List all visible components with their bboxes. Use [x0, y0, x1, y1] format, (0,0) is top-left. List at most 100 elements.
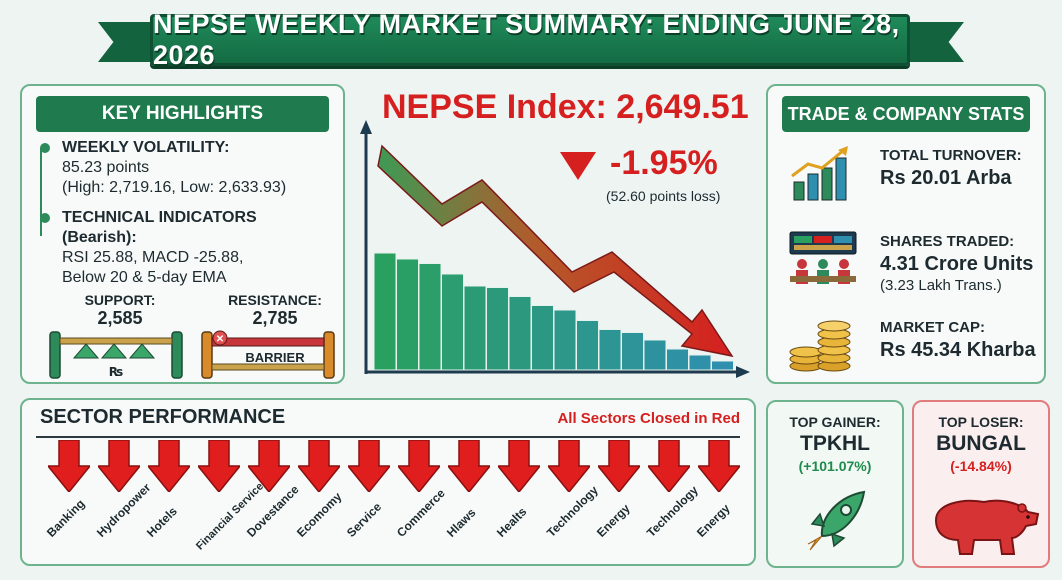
x-axis-arrowhead [736, 366, 750, 378]
shares-sub: (3.23 Lakh Trans.) [880, 277, 1002, 294]
down-arrow-icon [398, 440, 440, 492]
turnover-label: TOTAL TURNOVER: [880, 147, 1022, 164]
bear-icon [934, 499, 1040, 555]
key-highlights-heading: KEY HIGHLIGHTS [36, 96, 329, 132]
svg-text:✕: ✕ [216, 334, 224, 345]
change-percent: -1.95% [610, 144, 718, 182]
index-bar [643, 339, 667, 371]
down-arrow-icon [148, 440, 190, 492]
top-gainer-name: TPKHL [800, 432, 870, 455]
top-gainer-pct: (+101.07%) [798, 458, 872, 474]
sector-item: Technology [544, 440, 601, 564]
down-arrow-icon [48, 440, 90, 492]
resistance-barrier-icon: ✕ [201, 330, 335, 379]
sector-item: Dovestance [244, 440, 302, 564]
sector-item: Banking [44, 440, 94, 564]
volatility-item: WEEKLY VOLATILITY: 85.23 points (High: 2… [40, 138, 333, 198]
top-gainer-card: TOP GAINER: TPKHL (+101.07%) [766, 400, 904, 568]
technical-label: TECHNICAL INDICATORS (Bearish): [62, 209, 257, 246]
sector-item: Financial Services [194, 440, 270, 564]
y-axis-arrowhead [360, 120, 372, 134]
bar-growth-icon [791, 146, 848, 201]
index-bar [553, 309, 577, 371]
turnover-row: TOTAL TURNOVER: Rs 20.01 Arba [780, 140, 1036, 212]
market-cap-row: MARKET CAP: Rs 45.34 Kharba [780, 312, 1036, 384]
index-chart-area: NEPSE Index: 2,649.51 -1.95% (52.60 poin… [352, 84, 760, 384]
top-loser-card: TOP LOSER: BUNGAL (-14.84%) [912, 400, 1050, 568]
down-arrow-icon [598, 440, 640, 492]
index-bar [508, 296, 532, 371]
index-bar [463, 285, 487, 371]
down-arrow-icon [648, 440, 690, 492]
down-arrow-icon [448, 440, 490, 492]
volatility-value: 85.23 points [62, 159, 150, 176]
shares-label: SHARES TRADED: [880, 233, 1015, 250]
sector-item: Commerce [394, 440, 448, 564]
down-arrow-icon [548, 440, 590, 492]
change-points: (52.60 points loss) [606, 188, 721, 204]
index-bar [373, 252, 397, 371]
sector-heading-rule [36, 436, 740, 438]
timeline-line [40, 148, 42, 236]
sector-item: Service [344, 440, 394, 564]
sector-performance-panel: SECTOR PERFORMANCE All Sectors Closed in… [20, 398, 756, 566]
sector-heading: SECTOR PERFORMANCE [40, 406, 286, 428]
support-glyph: ₨ [109, 365, 123, 379]
index-bar [711, 360, 734, 371]
volatility-label: WEEKLY VOLATILITY: [62, 139, 230, 156]
trade-stats-panel: TRADE & COMPANY STATS TOTAL TURNOVER: Rs… [766, 84, 1046, 384]
index-bar [441, 273, 464, 371]
down-arrow-icon [348, 440, 390, 492]
down-arrow-icon [98, 440, 140, 492]
key-highlights-panel: KEY HIGHLIGHTS WEEKLY VOLATILITY: 85.23 … [20, 84, 345, 384]
technical-line-1: RSI 25.88, MACD -25.88, [62, 249, 244, 266]
sector-item: Energy [594, 440, 644, 564]
resistance-label: RESISTANCE: [228, 292, 322, 308]
sector-item: Hlaws [444, 440, 494, 564]
index-chart [360, 120, 750, 378]
top-loser-label: TOP LOSER: [938, 414, 1024, 430]
sector-note: All Sectors Closed in Red [557, 410, 740, 427]
index-bar [666, 348, 689, 371]
sector-item: Hotels [144, 440, 194, 564]
index-bar [621, 332, 644, 371]
index-bar [418, 263, 442, 371]
turnover-value: Rs 20.01 Arba [880, 167, 1012, 189]
volatility-range: (High: 2,719.16, Low: 2,633.93) [62, 179, 287, 196]
index-bar [486, 287, 509, 371]
index-bar [396, 258, 419, 371]
down-triangle-icon [560, 152, 596, 180]
rocket-icon [807, 490, 866, 551]
shares-value: 4.31 Crore Units [880, 253, 1034, 275]
sector-item: Energy [694, 440, 744, 564]
top-loser-name: BUNGAL [936, 432, 1026, 455]
sector-item: Healts [494, 440, 544, 564]
support-label: SUPPORT: [84, 292, 156, 308]
index-bar [531, 305, 554, 371]
down-arrow-icon [298, 440, 340, 492]
market-cap-label: MARKET CAP: [880, 319, 985, 336]
page-title: NEPSE WEEKLY MARKET SUMMARY: ENDING JUNE… [153, 9, 900, 70]
index-bar [598, 329, 622, 371]
top-gainer-label: TOP GAINER: [789, 414, 881, 430]
trade-stats-heading: TRADE & COMPANY STATS [782, 96, 1030, 132]
title-banner: NEPSE WEEKLY MARKET SUMMARY: ENDING JUNE… [150, 9, 910, 70]
resistance-value: 2,785 [252, 308, 298, 328]
shares-row: SHARES TRADED: 4.31 Crore Units (3.23 La… [780, 226, 1036, 298]
index-bar [688, 354, 712, 371]
down-arrow-icon [498, 440, 540, 492]
market-cap-value: Rs 45.34 Kharba [880, 339, 1036, 361]
support-floor-icon: ₨ [49, 331, 183, 379]
coin-stack-icon [789, 320, 851, 372]
trading-floor-icon [789, 231, 857, 284]
down-arrow-icon [698, 440, 740, 492]
support-resistance: SUPPORT: 2,585 ₨ RESISTANCE: 2,785 ✕ BAR… [32, 292, 335, 382]
support-value: 2,585 [97, 308, 143, 328]
sector-item: Hydropower [94, 440, 153, 564]
highlights-list: WEEKLY VOLATILITY: 85.23 points (High: 2… [40, 138, 333, 298]
sector-item: Ecomomy [294, 440, 344, 564]
top-loser-pct: (-14.84%) [950, 458, 1012, 474]
index-title: NEPSE Index: 2,649.51 [382, 88, 749, 126]
downtrend-arrow [377, 144, 734, 358]
sector-item: Technology [644, 440, 701, 564]
